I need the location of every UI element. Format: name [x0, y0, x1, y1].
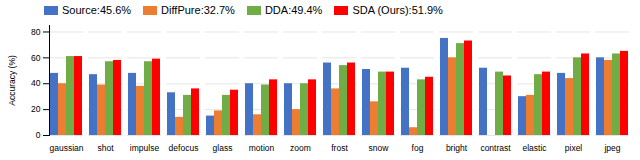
svg-text:shot: shot — [97, 143, 114, 153]
svg-text:elastic: elastic — [522, 143, 547, 153]
svg-text:impulse: impulse — [130, 143, 160, 153]
svg-text:zoom: zoom — [290, 143, 311, 153]
svg-text:glass: glass — [213, 143, 233, 153]
svg-text:bright: bright — [446, 143, 468, 153]
svg-text:gaussian: gaussian — [49, 143, 83, 153]
svg-text:80: 80 — [31, 27, 41, 37]
svg-text:snow: snow — [369, 143, 390, 153]
svg-text:contrast: contrast — [480, 143, 511, 153]
svg-text:fog: fog — [412, 143, 424, 153]
html-text:DDA:49.4%: DDA:49.4% — [264, 4, 323, 16]
svg-text:20: 20 — [31, 104, 41, 114]
svg-text:40: 40 — [31, 78, 41, 88]
svg-text:Accuracy (%): Accuracy (%) — [7, 55, 17, 106]
svg-text:pixel: pixel — [565, 143, 583, 153]
html-text:DiffPure:32.7%: DiffPure:32.7% — [161, 4, 235, 16]
html-text:Source:45.6%: Source:45.6% — [62, 4, 132, 16]
svg-text:60: 60 — [31, 53, 41, 63]
html-text:SDA (Ours):51.9%: SDA (Ours):51.9% — [352, 4, 443, 16]
svg-text:motion: motion — [249, 143, 275, 153]
svg-text:jpeg: jpeg — [603, 143, 620, 153]
svg-text:0: 0 — [36, 130, 41, 140]
svg-text:defocus: defocus — [169, 143, 199, 153]
svg-text:frost: frost — [331, 143, 348, 153]
